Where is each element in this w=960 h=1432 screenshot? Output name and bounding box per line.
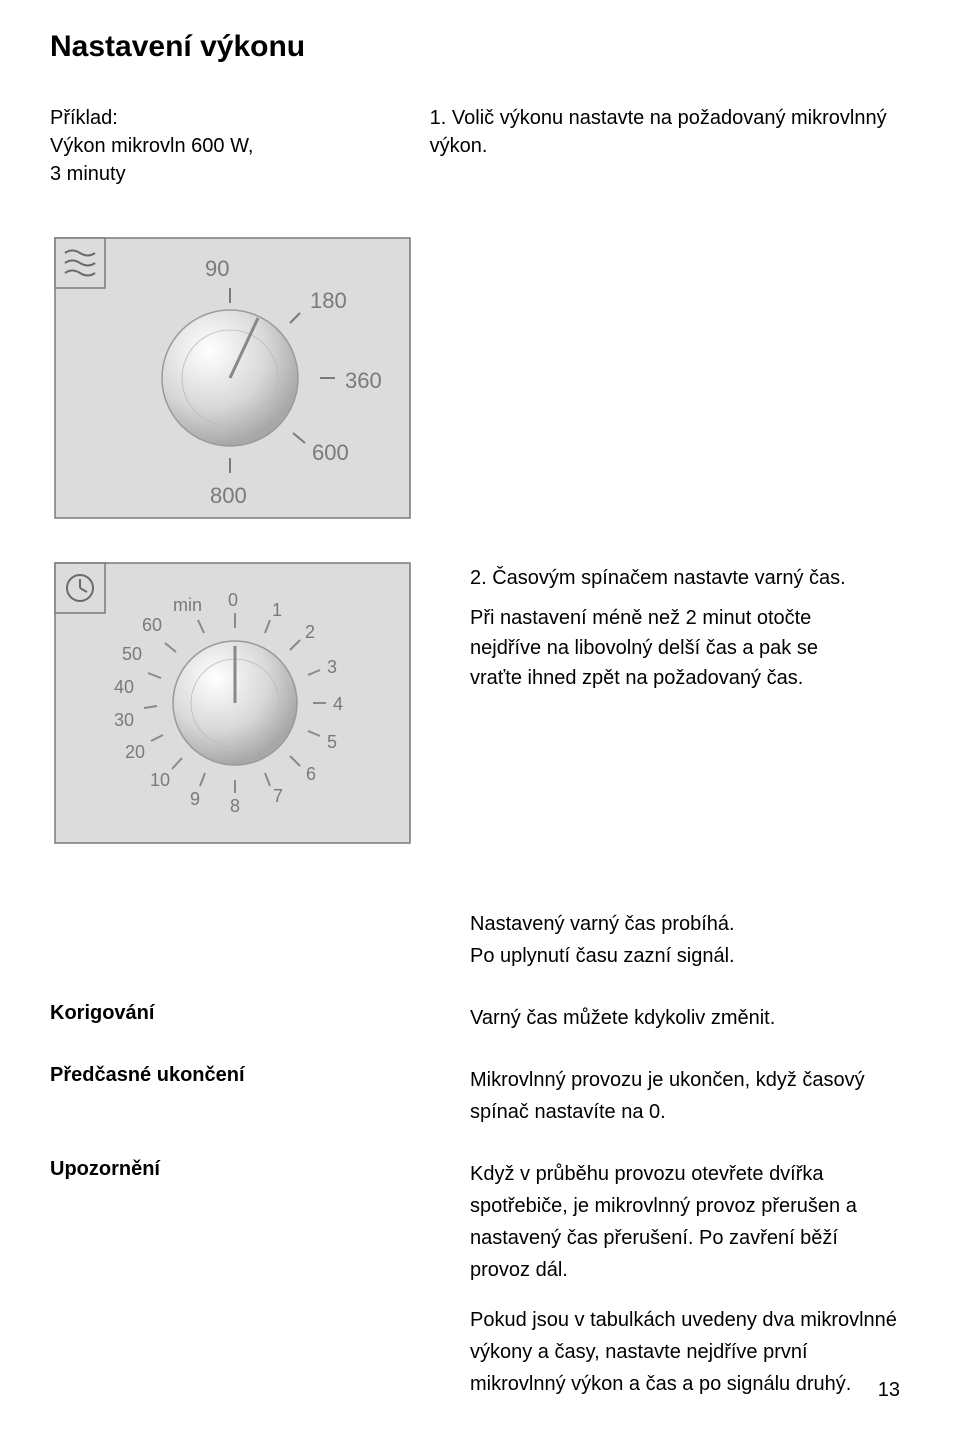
early-end-row: Předčasné ukončení Mikrovlnný provozu je…	[50, 1064, 900, 1128]
example-label: Příklad: Výkon mikrovln 600 W, 3 minuty	[50, 104, 430, 188]
example-line2: 3 minuty	[50, 163, 126, 185]
power-dial: 90 180 360 600 800	[50, 228, 420, 528]
svg-text:0: 0	[228, 590, 238, 610]
correction-row: Korigování Varný čas můžete kdykoliv změ…	[50, 1002, 900, 1034]
correction-label: Korigování	[50, 1002, 470, 1025]
power-dial-row: 90 180 360 600 800	[50, 228, 900, 528]
page-title: Nastavení výkonu	[50, 30, 900, 64]
example-row: Příklad: Výkon mikrovln 600 W, 3 minuty …	[50, 104, 900, 188]
svg-text:9: 9	[190, 789, 200, 809]
svg-text:4: 4	[333, 694, 343, 714]
svg-text:180: 180	[310, 288, 347, 313]
status-row: Nastavený varný čas probíhá. Po uplynutí…	[50, 908, 900, 972]
svg-text:6: 6	[306, 764, 316, 784]
svg-text:600: 600	[312, 440, 349, 465]
svg-text:min: min	[173, 595, 202, 615]
svg-text:30: 30	[114, 710, 134, 730]
example-heading: Příklad:	[50, 107, 118, 129]
svg-text:360: 360	[345, 368, 382, 393]
svg-text:90: 90	[205, 256, 229, 281]
notice-text: Když v průběhu provozu otevřete dvířka s…	[470, 1158, 900, 1418]
svg-text:50: 50	[122, 644, 142, 664]
status-line2: Po uplynutí času zazní signál.	[470, 945, 735, 967]
notice-p2: Pokud jsou v tabulkách uvedeny dva mikro…	[470, 1304, 900, 1400]
timer-dial-row: 0 1 2 3 4 5 6 7 8 9 10 20 30 40 50 60 mi…	[50, 558, 900, 848]
timer-instruction: 2. Časovým spínačem nastavte varný čas. …	[420, 558, 850, 693]
svg-text:5: 5	[327, 732, 337, 752]
svg-text:20: 20	[125, 742, 145, 762]
early-end-label: Předčasné ukončení	[50, 1064, 470, 1087]
example-instruction: 1. Volič výkonu nastavte na požadovaný m…	[430, 104, 900, 160]
example-line1: Výkon mikrovln 600 W,	[50, 135, 253, 157]
svg-text:40: 40	[114, 677, 134, 697]
svg-text:10: 10	[150, 770, 170, 790]
svg-text:2: 2	[305, 622, 315, 642]
timer-instruction-line1: 2. Časovým spínačem nastavte varný čas.	[470, 563, 850, 593]
status-text: Nastavený varný čas probíhá. Po uplynutí…	[470, 908, 900, 972]
svg-text:3: 3	[327, 657, 337, 677]
timer-instruction-line2: Při nastavení méně než 2 minut otočte ne…	[470, 603, 850, 693]
svg-text:60: 60	[142, 615, 162, 635]
early-end-text: Mikrovlnný provozu je ukončen, když časo…	[470, 1064, 900, 1128]
svg-text:8: 8	[230, 796, 240, 816]
svg-text:1: 1	[272, 600, 282, 620]
page-number: 13	[878, 1379, 900, 1402]
timer-dial: 0 1 2 3 4 5 6 7 8 9 10 20 30 40 50 60 mi…	[50, 558, 420, 848]
correction-text: Varný čas můžete kdykoliv změnit.	[470, 1002, 900, 1034]
notice-label: Upozornění	[50, 1158, 470, 1181]
status-line1: Nastavený varný čas probíhá.	[470, 913, 735, 935]
notice-p1: Když v průběhu provozu otevřete dvířka s…	[470, 1158, 900, 1286]
svg-text:7: 7	[273, 786, 283, 806]
notice-row: Upozornění Když v průběhu provozu otevře…	[50, 1158, 900, 1418]
svg-text:800: 800	[210, 483, 247, 508]
